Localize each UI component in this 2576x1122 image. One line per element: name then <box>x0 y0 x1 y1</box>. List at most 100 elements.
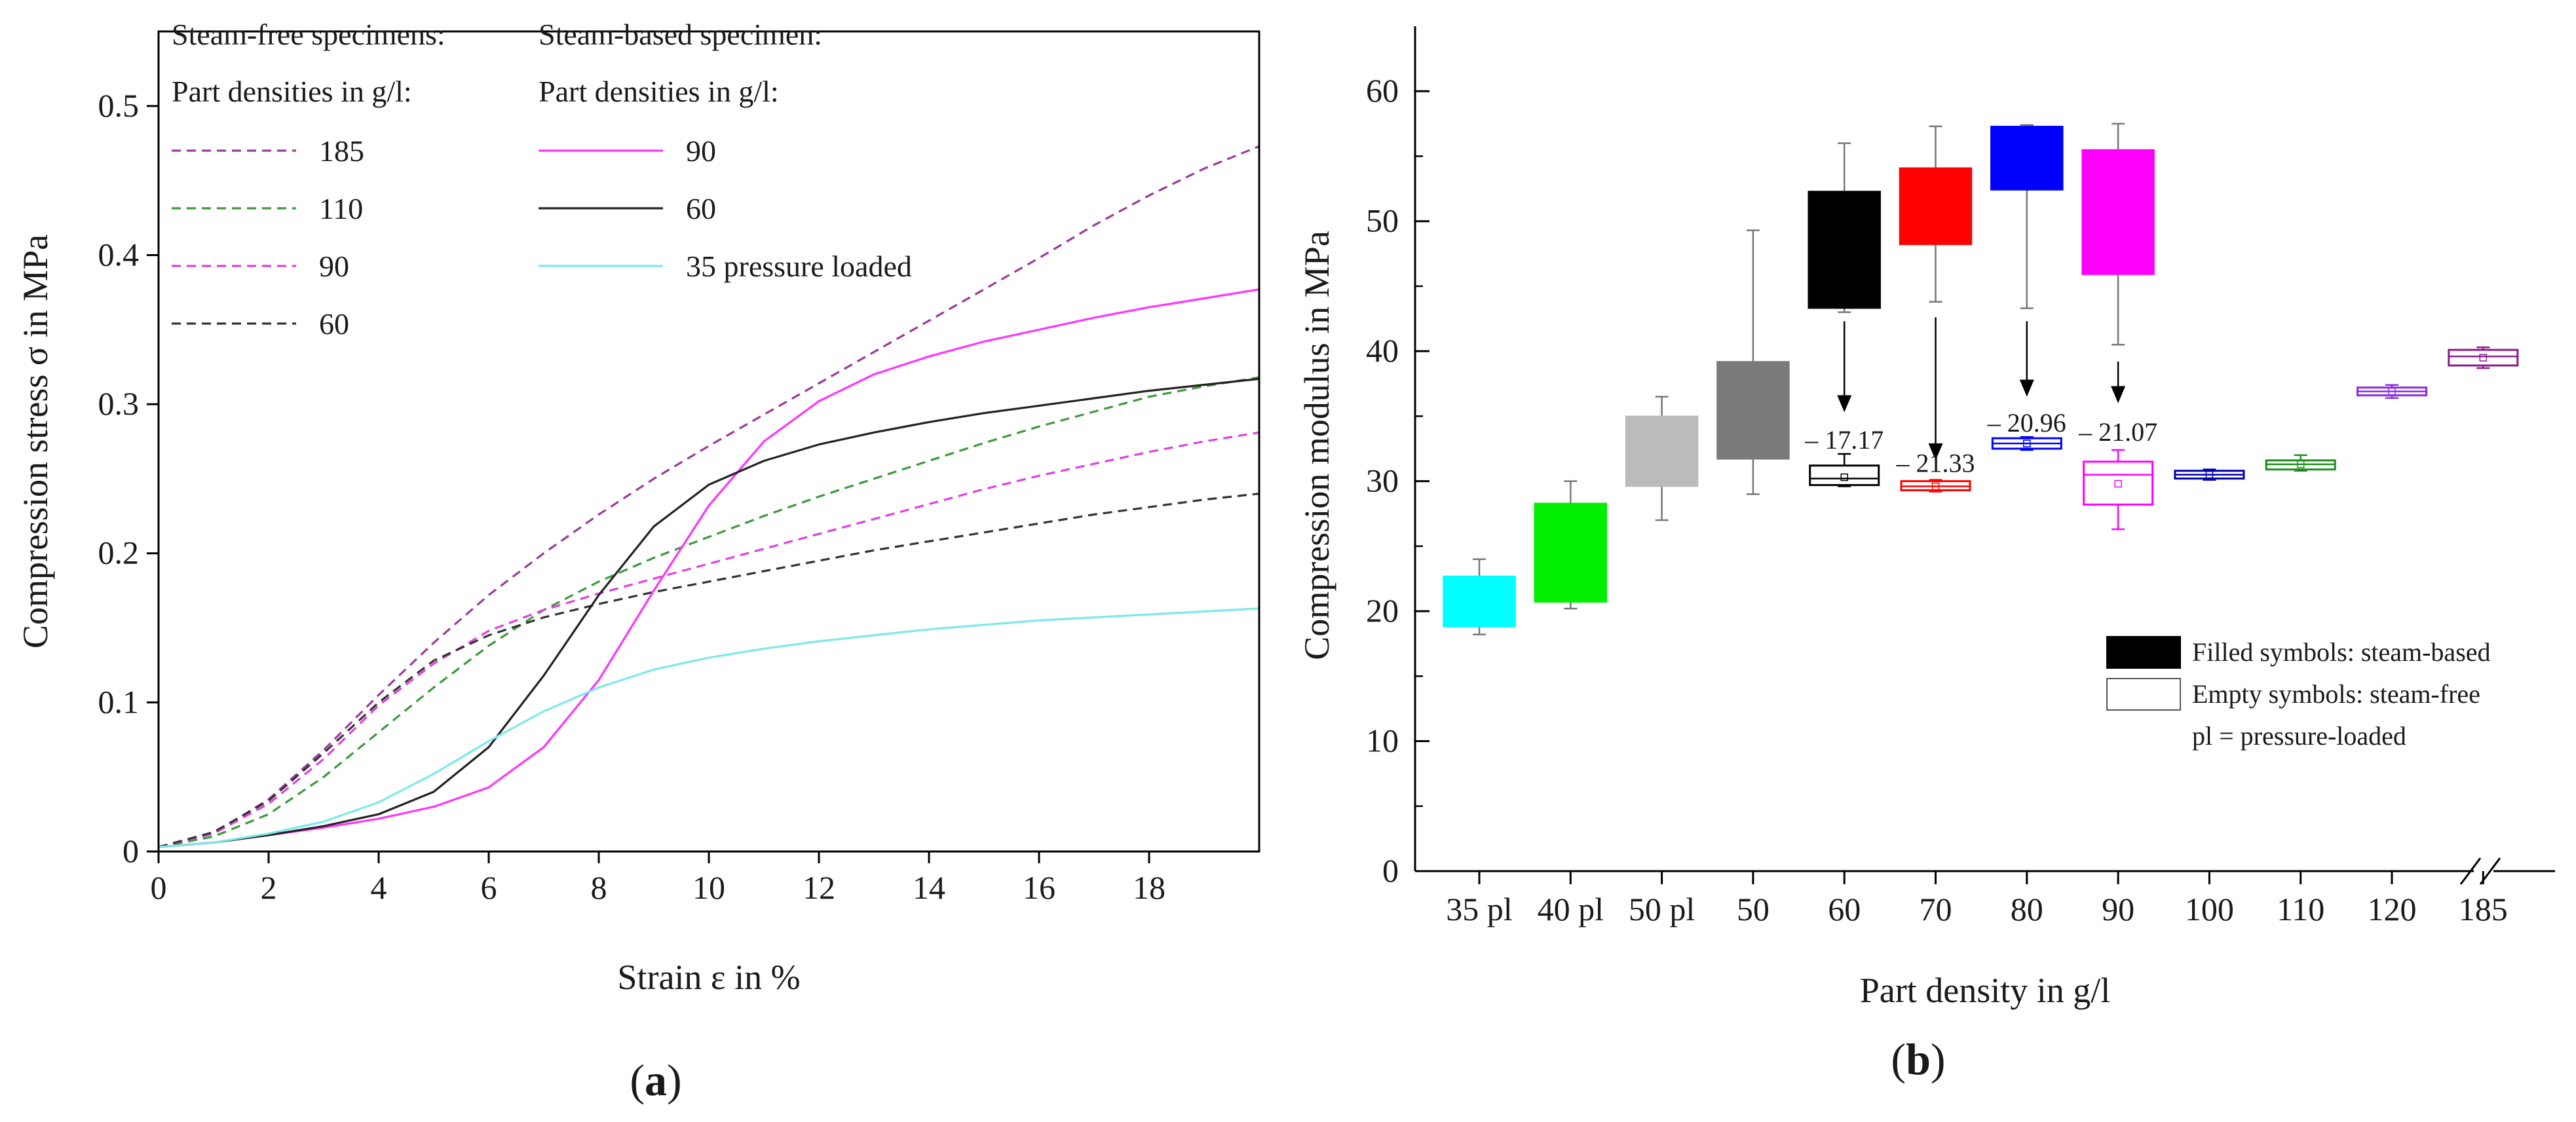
box-body <box>1443 575 1516 627</box>
panel-b-caption: (b) <box>1891 1034 1945 1084</box>
series-line-steam-based-60 <box>158 377 1260 848</box>
x-tick-label: 12 <box>803 869 835 906</box>
panel-a-legend: Steam-free specimens: Part densities in … <box>172 18 912 341</box>
x-tick-label: 8 <box>591 869 607 906</box>
box-body <box>1990 126 2064 191</box>
box-body <box>2448 348 2519 367</box>
x-tick-label: 35 pl <box>1446 891 1512 927</box>
y-tick-label: 0.2 <box>98 534 140 571</box>
series-line-steam-free-60 <box>158 493 1260 848</box>
legend-empty-swatch <box>2106 678 2181 711</box>
box-filled-50-pl <box>1625 396 1699 521</box>
box-filled-40-pl <box>1534 480 1608 610</box>
panel-b-boxes <box>1443 122 2519 636</box>
box-empty-100 <box>2174 468 2245 481</box>
y-tick-label: 0.5 <box>98 87 140 124</box>
box-body <box>1716 361 1790 460</box>
x-tick-label: 50 pl <box>1629 891 1695 927</box>
y-tick-label: 50 <box>1366 202 1399 239</box>
x-tick-label: 120 <box>2368 891 2417 927</box>
legend-label-steam-free-3: 60 <box>319 307 349 341</box>
x-tick-label: 0 <box>151 869 167 906</box>
box-empty-80 <box>1991 436 2062 451</box>
y-tick-label: 0.3 <box>98 385 140 422</box>
reduction-label: – 21.33 <box>1896 449 1975 478</box>
box-filled-50 <box>1716 229 1790 495</box>
series-line-steam-free-90 <box>158 431 1260 848</box>
mean-marker <box>2479 354 2488 362</box>
y-tick-label: 0 <box>1382 852 1399 889</box>
y-tick-label: 60 <box>1366 72 1399 109</box>
x-tick-label: 40 pl <box>1538 891 1604 927</box>
x-tick-label: 70 <box>1920 891 1952 927</box>
panel-a-y-axis-label: Compression stress σ in MPa <box>16 234 55 648</box>
mean-marker <box>2388 387 2396 396</box>
series-line-steam-free-110 <box>158 376 1260 848</box>
panel-a-line-chart: 0 2 4 6 8 10 12 14 16 18 0 0.1 0.2 0.3 0.4 0.5 Strain … <box>16 18 1260 1105</box>
axis-break-marker <box>2459 857 2501 885</box>
legend-steam-free-title: Steam-free specimens: <box>172 18 445 51</box>
mean-marker <box>2114 479 2122 488</box>
y-tick-label: 0 <box>123 832 139 869</box>
box-filled-70 <box>1899 125 1973 303</box>
y-tick-label: 20 <box>1366 592 1399 629</box>
box-empty-90 <box>2083 449 2154 531</box>
box-filled-90 <box>2081 122 2155 346</box>
box-body <box>1534 502 1608 603</box>
panel-b-x-axis-label: Part density in g/l <box>1860 971 2110 1010</box>
y-tick-label: 0.1 <box>98 683 140 720</box>
x-tick-label: 110 <box>2277 891 2324 927</box>
panel-a-caption: (a) <box>630 1055 681 1105</box>
panel-b-legend: Filled symbols: steam-based Empty symbol… <box>2106 636 2491 751</box>
box-filled-80 <box>1990 124 2064 309</box>
box-body <box>1809 464 1880 487</box>
x-tick-label: 185 <box>2459 891 2508 927</box>
mean-marker <box>2205 470 2214 479</box>
mean-marker <box>1840 473 1848 481</box>
panel-b-box-chart: 0 10 20 30 40 50 60 35 pl 40 pl 50 pl 50 60 70 80 90 1… <box>1297 26 2555 1084</box>
reduction-arrow-head <box>1837 395 1852 413</box>
panel-a-y-ticks: 0 0.1 0.2 0.3 0.4 0.5 <box>98 87 159 869</box>
legend-label-steam-based-0: 90 <box>686 134 716 168</box>
box-body <box>1808 191 1881 309</box>
legend-empty-label: Empty symbols: steam-free <box>2192 679 2480 709</box>
legend-label-steam-based-2: 35 pressure loaded <box>686 250 912 283</box>
panel-a-plot-area <box>158 145 1260 848</box>
box-body <box>1625 415 1699 487</box>
reduction-label: – 21.07 <box>2078 417 2157 447</box>
x-tick-label: 90 <box>2102 891 2134 927</box>
x-tick-label: 4 <box>371 869 387 906</box>
y-tick-label: 10 <box>1366 722 1399 759</box>
panel-b-y-axis-label: Compression modulus in MPa <box>1297 231 1336 660</box>
box-filled-60 <box>1808 142 1881 313</box>
x-tick-label: 16 <box>1023 869 1055 906</box>
y-tick-label: 30 <box>1366 462 1399 499</box>
legend-label-steam-based-1: 60 <box>686 192 716 225</box>
reduction-arrow-head <box>2019 379 2034 397</box>
x-tick-label: 6 <box>481 869 497 906</box>
reduction-arrow-head <box>1928 443 1943 460</box>
legend-filled-swatch <box>2106 636 2181 669</box>
x-tick-label: 10 <box>692 869 725 906</box>
x-tick-label: 80 <box>2011 891 2043 927</box>
reduction-label: – 20.96 <box>1987 408 2066 438</box>
legend-filled-label: Filled symbols: steam-based <box>2192 637 2491 667</box>
x-tick-label: 14 <box>913 869 945 906</box>
box-empty-120 <box>2357 384 2427 399</box>
legend-label-steam-free-2: 90 <box>319 250 349 283</box>
series-line-steam-based-90 <box>158 288 1260 848</box>
box-body <box>2081 149 2155 275</box>
panel-a-x-axis-label: Strain ε in % <box>617 958 800 997</box>
y-tick-label: 40 <box>1366 332 1399 369</box>
mean-marker <box>2296 460 2305 468</box>
box-empty-70 <box>1900 479 1971 493</box>
box-empty-60 <box>1809 453 1880 487</box>
x-tick-label: 18 <box>1133 869 1165 906</box>
legend-label-steam-free-0: 185 <box>319 134 364 168</box>
legend-pl-note: pl = pressure-loaded <box>2192 721 2406 751</box>
panel-b-x-ticks: 35 pl 40 pl 50 pl 50 60 70 80 90 100 110 120 185 <box>1446 871 2508 927</box>
legend-label-steam-free-1: 110 <box>319 192 363 225</box>
box-empty-185 <box>2448 346 2519 369</box>
box-body <box>2083 460 2154 506</box>
mean-marker <box>2023 439 2031 447</box>
